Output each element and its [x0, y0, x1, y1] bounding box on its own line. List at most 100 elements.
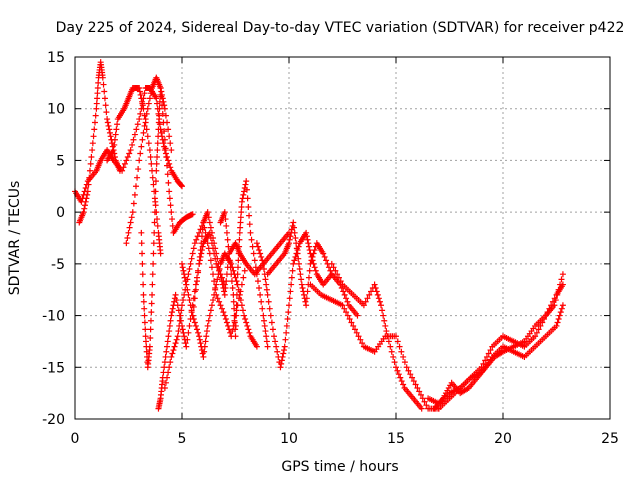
data-point: [154, 222, 161, 229]
data-point: [334, 271, 341, 278]
data-point: [182, 340, 189, 347]
data-point: [242, 316, 249, 323]
data-point: [130, 200, 137, 207]
data-point: [244, 195, 251, 202]
data-point: [233, 302, 240, 309]
data-point: [343, 309, 350, 316]
data-series: [217, 178, 271, 350]
data-point: [136, 157, 143, 164]
data-point: [184, 336, 191, 343]
data-point: [139, 271, 146, 278]
data-point: [238, 203, 245, 210]
data-point: [180, 267, 187, 274]
data-point: [141, 319, 148, 326]
data-point: [86, 167, 93, 174]
data-point: [137, 110, 144, 117]
data-point: [289, 267, 296, 274]
data-point: [130, 136, 137, 143]
data-point: [152, 198, 159, 205]
data-point: [196, 333, 203, 340]
data-point: [362, 298, 369, 305]
data-point: [264, 291, 271, 298]
data-point: [241, 267, 248, 274]
y-tick-label: -20: [42, 412, 65, 428]
data-point: [249, 243, 256, 250]
data-point: [260, 260, 267, 267]
data-point: [186, 297, 193, 304]
data-point: [80, 209, 87, 216]
data-point: [138, 240, 145, 247]
data-point: [208, 302, 215, 309]
data-point: [558, 276, 565, 283]
data-point: [303, 295, 310, 302]
data-point: [246, 221, 253, 228]
data-point: [219, 281, 226, 288]
y-axis-label: SDTVAR / TECUs: [7, 181, 23, 296]
data-point: [90, 133, 97, 140]
data-point: [280, 350, 287, 357]
data-point: [161, 105, 168, 112]
data-point: [364, 295, 371, 302]
data-point: [532, 333, 539, 340]
data-point: [162, 112, 169, 119]
y-tick-label: 10: [47, 102, 65, 118]
data-point: [287, 233, 294, 240]
data-point: [112, 131, 119, 138]
data-point: [167, 140, 174, 147]
data-point: [159, 95, 166, 102]
data-point: [170, 347, 177, 354]
data-point: [144, 105, 151, 112]
data-point: [214, 276, 221, 283]
data-point: [93, 105, 100, 112]
data-point: [235, 286, 242, 293]
data-point: [311, 247, 318, 254]
data-point: [148, 300, 155, 307]
data-point: [297, 271, 304, 278]
data-point: [181, 271, 188, 278]
data-point: [179, 264, 186, 271]
data-point: [263, 333, 270, 340]
data-point: [290, 219, 297, 226]
data-point: [157, 85, 164, 92]
data-point: [350, 322, 357, 329]
data-point: [161, 359, 168, 366]
data-point: [111, 136, 118, 143]
data-point: [172, 291, 179, 298]
data-point: [344, 298, 351, 305]
data-point: [139, 102, 146, 109]
data-point: [237, 214, 244, 221]
data-point: [141, 312, 148, 319]
data-point: [168, 353, 175, 360]
data-point: [228, 271, 235, 278]
data-point: [393, 364, 399, 371]
data-point: [140, 298, 147, 305]
data-point: [366, 291, 373, 298]
data-point: [213, 250, 220, 257]
data-point: [182, 278, 189, 285]
data-point: [161, 128, 168, 135]
data-point: [232, 322, 239, 329]
data-point: [357, 336, 364, 343]
data-point: [351, 326, 358, 333]
grid-layer: [75, 57, 610, 419]
data-point: [211, 278, 218, 285]
data-point: [204, 240, 211, 247]
data-point: [253, 240, 260, 247]
data-point: [312, 267, 319, 274]
data-point: [131, 191, 138, 198]
data-point: [140, 129, 147, 136]
data-point: [299, 284, 306, 291]
data-point: [105, 122, 112, 129]
data-point: [368, 288, 375, 295]
data-point: [217, 302, 224, 309]
data-point: [198, 233, 205, 240]
data-point: [153, 160, 160, 167]
data-point: [195, 269, 202, 276]
data-point: [189, 312, 196, 319]
data-point: [235, 257, 242, 264]
data-point: [218, 274, 225, 281]
data-point: [155, 133, 162, 140]
data-point: [378, 302, 385, 309]
data-point: [246, 329, 253, 336]
data-point: [169, 305, 176, 312]
